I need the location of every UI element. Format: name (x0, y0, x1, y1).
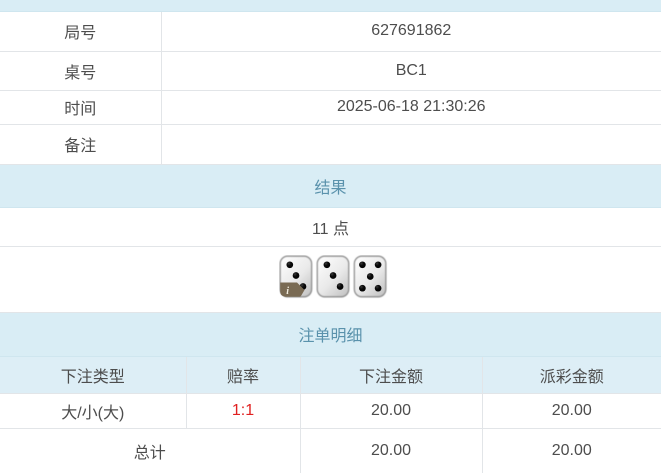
svg-text:i: i (286, 285, 289, 296)
